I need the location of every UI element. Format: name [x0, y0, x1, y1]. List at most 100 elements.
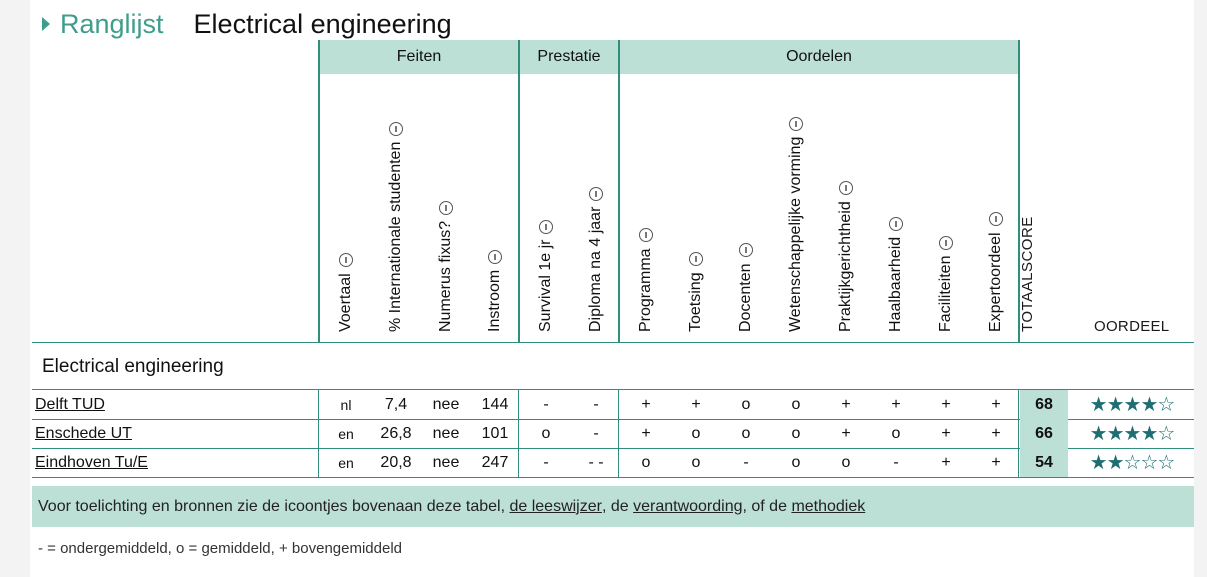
column-header: Programma	[637, 228, 655, 332]
table-cell: nl	[340, 396, 352, 413]
table-cell: +	[941, 453, 951, 471]
table-cell: +	[991, 395, 1001, 413]
table-cell: -	[743, 453, 749, 471]
table-cell: - -	[588, 453, 604, 471]
institution-link[interactable]: Delft TUD	[35, 395, 105, 413]
column-header: Expertoordeel	[987, 212, 1005, 332]
header-divider	[32, 342, 1194, 343]
info-icon[interactable]	[989, 212, 1003, 227]
divider	[518, 390, 519, 477]
table-cell: o	[741, 395, 751, 413]
table-cell: +	[991, 453, 1001, 471]
institution-link[interactable]: Eindhoven Tu/E	[35, 453, 148, 471]
star-empty-icon: ☆	[1157, 394, 1175, 416]
table-cell: o	[841, 453, 851, 471]
column-header: Praktijkgerichtheid	[837, 181, 855, 332]
legend: - = ondergemiddeld, o = gemiddeld, + bov…	[38, 540, 402, 557]
leeswijzer-link[interactable]: de leeswijzer	[509, 497, 602, 515]
info-icon[interactable]	[689, 252, 703, 267]
methodiek-link[interactable]: methodiek	[791, 497, 866, 515]
total-score: 68	[1020, 390, 1068, 419]
info-icon[interactable]	[439, 200, 453, 215]
star-filled-icon: ★	[1089, 452, 1108, 474]
info-icon[interactable]	[589, 186, 603, 201]
column-header: % Internationale studenten	[387, 121, 405, 332]
column-header-label: Voertaal	[337, 273, 354, 332]
table-cell: +	[941, 424, 951, 442]
institution-link[interactable]: Enschede UT	[35, 424, 132, 442]
star-empty-icon: ☆	[1140, 452, 1158, 474]
oordeel-header: OORDEEL	[1094, 318, 1170, 335]
column-header: Survival 1e jr	[537, 219, 555, 332]
table-cell: -	[893, 453, 899, 471]
info-text-mid2: , of de	[742, 497, 787, 515]
totaalscore-header: TOTAALSCORE	[1019, 216, 1036, 332]
table-cell: -	[543, 453, 549, 471]
total-score: 54	[1020, 448, 1068, 477]
star-filled-icon: ★	[1123, 394, 1142, 416]
table-cell: o	[791, 424, 801, 442]
table-cell: +	[691, 395, 701, 413]
page-header: Ranglijst Electrical engineering	[42, 6, 452, 42]
info-icon[interactable]	[739, 243, 753, 258]
table-cell: +	[891, 395, 901, 413]
column-header: Faciliteiten	[937, 235, 955, 332]
table-cell: +	[841, 395, 851, 413]
info-icon[interactable]	[939, 235, 953, 250]
table-cell: o	[691, 453, 701, 471]
table-cell: +	[641, 424, 651, 442]
column-header: Voertaal	[337, 253, 355, 332]
rating-stars: ★ ★ ★ ★ ☆	[1084, 419, 1180, 448]
table-cell: nee	[432, 395, 460, 413]
column-header-label: Instroom	[486, 269, 503, 332]
table-row: Delft TUD nl 7,4 nee 144- - + + o o + + + +68 ★ ★ ★ ★ ☆	[32, 390, 1194, 419]
column-header-label: Praktijkgerichtheid	[837, 201, 854, 332]
column-header-label: Haalbaarheid	[887, 236, 904, 332]
section-title: Electrical engineering	[42, 356, 224, 377]
divider	[618, 390, 619, 477]
info-icon[interactable]	[839, 181, 853, 196]
group-header-feiten: Feiten	[320, 40, 518, 74]
column-header-label: Diploma na 4 jaar	[587, 206, 604, 332]
star-empty-icon: ☆	[1123, 452, 1142, 474]
ranking-panel	[30, 0, 1194, 577]
table-cell: +	[941, 395, 951, 413]
info-box: Voor toelichting en bronnen zie de icoon…	[32, 486, 1194, 527]
table-cell: o	[791, 395, 801, 413]
info-text: Voor toelichting en bronnen zie de icoon…	[38, 497, 506, 515]
star-filled-icon: ★	[1106, 423, 1125, 445]
verantwoording-link[interactable]: verantwoording	[633, 497, 743, 515]
column-header-label: Toetsing	[687, 272, 704, 332]
info-icon[interactable]	[539, 219, 553, 234]
section-label: Ranglijst	[60, 8, 164, 39]
divider	[518, 40, 520, 342]
caret-right-icon	[42, 17, 50, 31]
star-filled-icon: ★	[1089, 394, 1108, 416]
info-icon[interactable]	[639, 228, 653, 243]
star-filled-icon: ★	[1106, 452, 1125, 474]
table-cell: o	[641, 453, 651, 471]
total-score: 66	[1020, 419, 1068, 448]
info-icon[interactable]	[488, 249, 502, 264]
table-cell: 7,4	[384, 395, 408, 413]
column-header: Haalbaarheid	[887, 216, 905, 332]
column-header-label: Docenten	[737, 263, 754, 333]
star-filled-icon: ★	[1089, 423, 1108, 445]
column-header-label: Programma	[637, 248, 654, 332]
divider	[618, 40, 620, 342]
table-cell: 101	[481, 424, 509, 442]
info-icon[interactable]	[889, 216, 903, 231]
rating-stars: ★ ★ ☆ ☆ ☆	[1084, 448, 1180, 477]
table-cell: +	[641, 395, 651, 413]
row-divider	[32, 389, 1194, 390]
table-cell: 20,8	[380, 453, 412, 471]
info-icon[interactable]	[389, 121, 403, 136]
info-icon[interactable]	[789, 116, 803, 131]
star-filled-icon: ★	[1140, 423, 1158, 445]
divider	[318, 390, 319, 477]
column-header: Diploma na 4 jaar	[587, 186, 605, 332]
table-row: Eindhoven Tu/E en 20,8 nee 247 - - - o o - o o - + +54…	[32, 448, 1194, 477]
table-cell: o	[541, 424, 551, 442]
group-header-prestatie: Prestatie	[520, 40, 618, 74]
info-icon[interactable]	[339, 253, 353, 268]
